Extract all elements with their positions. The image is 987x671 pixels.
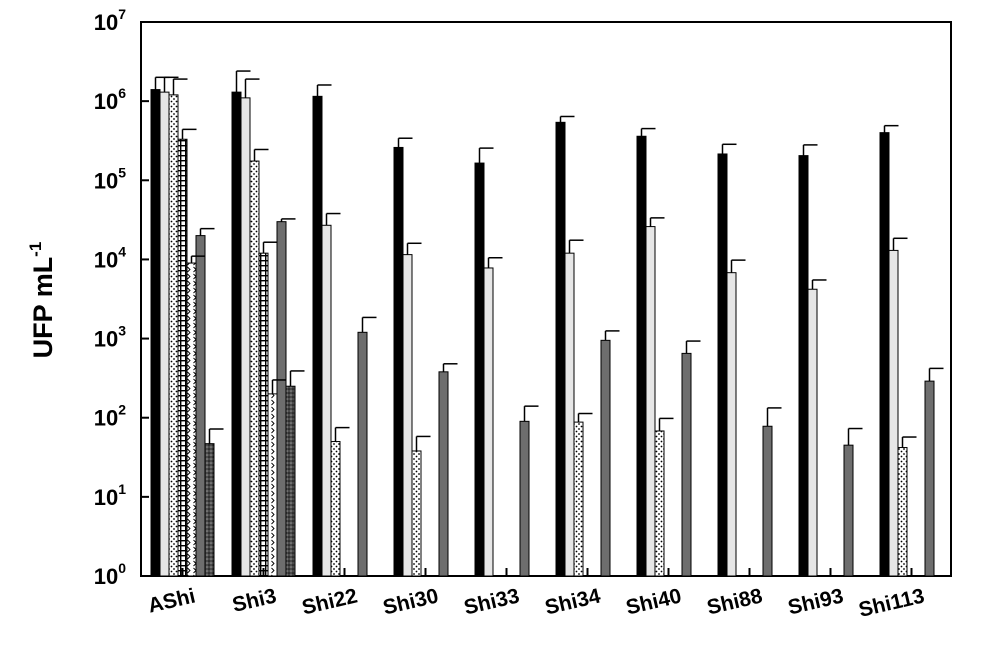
- y-tick-label: 102: [94, 402, 126, 431]
- bar: [726, 272, 737, 577]
- bar: [285, 385, 296, 577]
- bar: [357, 331, 368, 577]
- bar: [231, 91, 242, 577]
- category-label: AShi: [146, 584, 198, 617]
- y-tick-label: 104: [94, 243, 126, 272]
- y-tick-label: 100: [94, 560, 126, 589]
- plot-frame: [140, 21, 952, 577]
- bar: [402, 254, 413, 577]
- category-label: Shi93: [786, 584, 846, 619]
- y-tick-label: 101: [94, 481, 126, 510]
- bar: [321, 224, 332, 577]
- bar: [411, 450, 422, 577]
- bar: [564, 252, 575, 577]
- bar: [897, 447, 908, 577]
- bar: [519, 420, 530, 577]
- bar: [645, 226, 656, 577]
- bar: [159, 91, 170, 577]
- y-axis-label: UFP mL-1: [26, 242, 58, 359]
- category-label: Shi22: [300, 584, 360, 619]
- bar: [195, 235, 206, 577]
- bar: [150, 89, 161, 577]
- bar: [924, 380, 935, 577]
- bar: [267, 393, 278, 577]
- y-tick-label: 107: [94, 6, 126, 35]
- y-axis: 100 101 102 103 104 105 106 107: [94, 6, 149, 589]
- bar: [654, 430, 665, 577]
- y-tick-label: 106: [94, 85, 126, 114]
- bar: [177, 138, 188, 577]
- bar: [555, 121, 566, 577]
- bar: [474, 162, 485, 577]
- bar: [807, 288, 818, 577]
- bar: [276, 221, 287, 577]
- category-label: Shi113: [857, 584, 927, 621]
- bar: [717, 153, 728, 577]
- bar: [888, 249, 899, 577]
- y-tick-label: 103: [94, 323, 126, 352]
- bar: [168, 94, 179, 577]
- bars: [150, 89, 935, 577]
- bar: [573, 421, 584, 577]
- bar: [240, 97, 251, 577]
- bar: [798, 155, 809, 577]
- bar: [393, 146, 404, 577]
- bar: [258, 252, 269, 577]
- y-tick-label: 105: [94, 164, 126, 193]
- category-label: Shi88: [705, 584, 765, 619]
- bar: [843, 444, 854, 577]
- bar: [186, 262, 197, 577]
- category-label: Shi40: [624, 584, 684, 619]
- bar: [204, 443, 215, 577]
- bar: [600, 339, 611, 577]
- bar: [636, 135, 647, 577]
- bar: [438, 371, 449, 577]
- category-label: Shi3: [230, 584, 278, 616]
- bar: [483, 267, 494, 577]
- category-label: Shi30: [381, 584, 441, 619]
- category-label: Shi33: [462, 584, 522, 619]
- error-bars: [154, 70, 944, 451]
- bar: [312, 95, 323, 577]
- bar: [762, 425, 773, 577]
- bar: [879, 132, 890, 577]
- category-label: Shi34: [543, 584, 603, 619]
- bar: [681, 352, 692, 577]
- bar: [249, 160, 260, 577]
- bar: [330, 441, 341, 577]
